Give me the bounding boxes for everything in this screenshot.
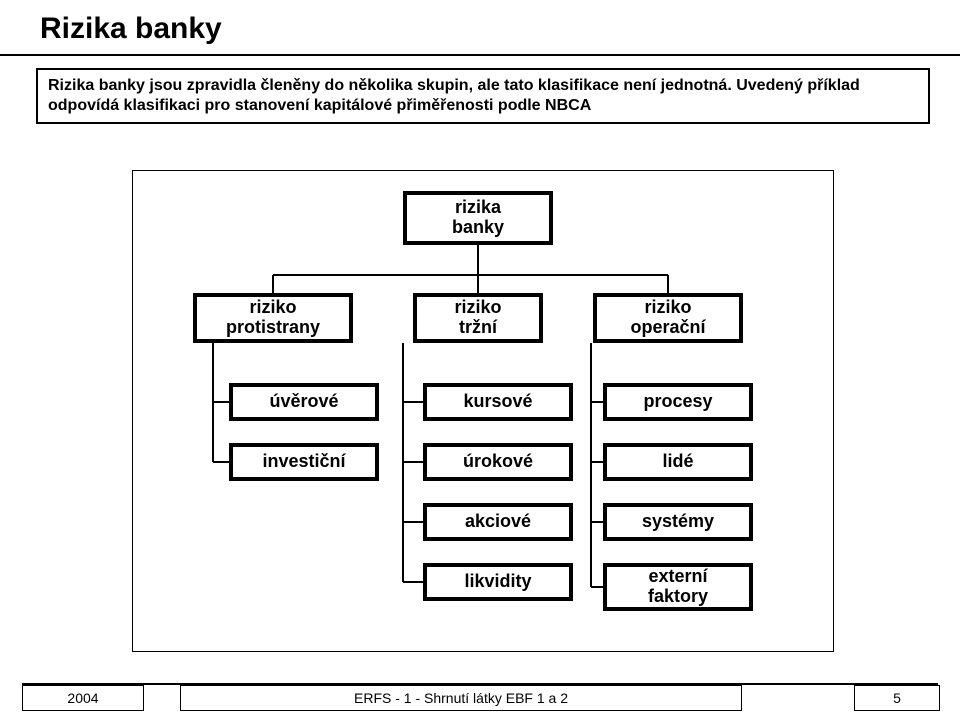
node-proti: rizikoprotistrany — [193, 293, 353, 343]
footer-page-number: 5 — [854, 685, 940, 711]
node-root: rizikabanky — [403, 191, 553, 245]
node-invest: investiční — [229, 443, 379, 481]
node-trzni: rizikotržní — [413, 293, 543, 343]
node-urok: úrokové — [423, 443, 573, 481]
node-syst: systémy — [603, 503, 753, 541]
node-uver: úvěrové — [229, 383, 379, 421]
node-ext: externífaktory — [603, 563, 753, 611]
org-chart: rizikabanky rizikoprotistrany rizikotržní r… — [132, 170, 834, 652]
title-underline — [0, 54, 960, 56]
node-oper: rizikooperační — [593, 293, 743, 343]
node-likv: likvidity — [423, 563, 573, 601]
intro-text-box: Rizika banky jsou zpravidla členěny do n… — [36, 68, 930, 124]
node-lide: lidé — [603, 443, 753, 481]
node-proc: procesy — [603, 383, 753, 421]
footer-year: 2004 — [22, 685, 144, 711]
page-title: Rizika banky — [40, 12, 222, 46]
node-akc: akciové — [423, 503, 573, 541]
node-kurs: kursové — [423, 383, 573, 421]
footer-center: ERFS - 1 - Shrnutí látky EBF 1 a 2 — [180, 685, 742, 711]
